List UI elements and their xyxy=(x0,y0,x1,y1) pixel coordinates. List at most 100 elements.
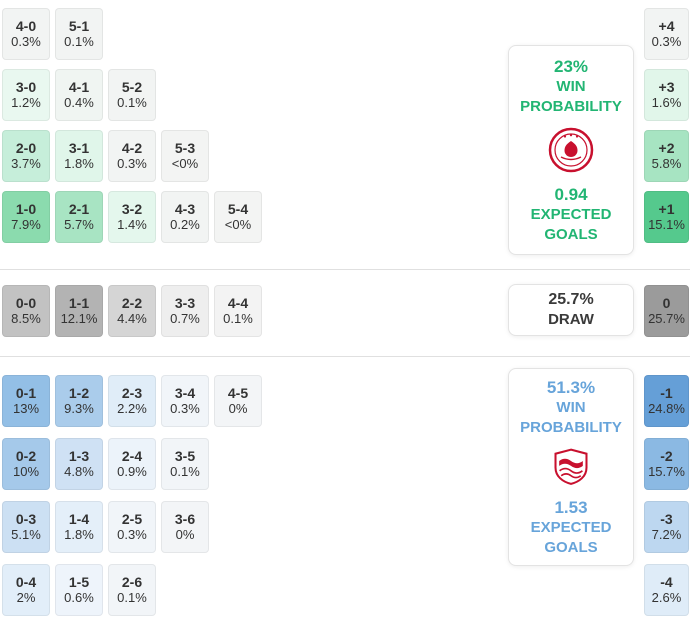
score-label: 5-1 xyxy=(68,17,90,34)
score-probability: 0.1% xyxy=(117,590,147,606)
goal-diff-label: +2 xyxy=(658,139,675,156)
score-cell-2-3: 2-3 2.2% xyxy=(108,375,156,427)
score-label: 2-0 xyxy=(15,139,37,156)
score-probability: 0.3% xyxy=(117,527,147,543)
score-probability: 3.7% xyxy=(11,156,41,172)
score-label: 2-3 xyxy=(121,384,143,401)
score-label: 2-4 xyxy=(121,447,143,464)
goal-diff-probability: 15.7% xyxy=(648,464,685,480)
home-team-logo xyxy=(548,127,594,173)
score-probability: 1.2% xyxy=(11,95,41,111)
draw-label: DRAW xyxy=(548,311,594,329)
score-cell-2-0: 2-0 3.7% xyxy=(2,130,50,182)
goal-diff-probability: 15.1% xyxy=(648,217,685,233)
score-label: 1-5 xyxy=(68,573,90,590)
score-probability: 0.3% xyxy=(170,401,200,417)
score-label: 1-2 xyxy=(68,384,90,401)
goal-diff-probability: 5.8% xyxy=(651,156,682,172)
score-cell-5-2: 5-2 0.1% xyxy=(108,69,156,121)
goal-diff-cell-plus3: +3 1.6% xyxy=(644,69,689,121)
score-cell-0-1: 0-1 13% xyxy=(2,375,50,427)
score-probability: 4.4% xyxy=(117,311,147,327)
score-label: 3-2 xyxy=(121,200,143,217)
score-label: 4-1 xyxy=(68,78,90,95)
score-cell-5-4: 5-4 <0% xyxy=(214,191,262,243)
score-probability: 0.6% xyxy=(64,590,94,606)
goal-diff-probability: 1.6% xyxy=(651,95,682,111)
draw-probability-value: 25.7% xyxy=(548,291,594,309)
score-probability: 7.9% xyxy=(11,217,41,233)
score-label: 1-4 xyxy=(68,510,90,527)
score-probability: 10% xyxy=(12,464,40,480)
score-label: 2-6 xyxy=(121,573,143,590)
score-cell-0-3: 0-3 5.1% xyxy=(2,501,50,553)
score-cell-3-1: 3-1 1.8% xyxy=(55,130,103,182)
score-probability: 0.9% xyxy=(117,464,147,480)
score-cell-1-0: 1-0 7.9% xyxy=(2,191,50,243)
score-label: 3-0 xyxy=(15,78,37,95)
score-cell-1-1: 1-1 12.1% xyxy=(55,285,103,337)
score-probability: 4.8% xyxy=(64,464,94,480)
goal-diff-cell-plus2: +2 5.8% xyxy=(644,130,689,182)
score-probability: 0.3% xyxy=(117,156,147,172)
score-cell-3-0: 3-0 1.2% xyxy=(2,69,50,121)
score-probability: 12.1% xyxy=(60,311,98,327)
score-probability: 8.5% xyxy=(11,311,41,327)
home-expected-goals-value: 0.94 xyxy=(554,185,588,204)
goal-diff-label: -3 xyxy=(660,510,673,527)
goal-diff-probability: 2.6% xyxy=(651,590,682,606)
away-win-panel: 51.3% WIN PROBABILITY 1.53 EXPECTED GOAL… xyxy=(508,368,634,566)
score-probability: 0.2% xyxy=(170,217,200,233)
score-label: 2-2 xyxy=(121,294,143,311)
score-label: 0-0 xyxy=(15,294,37,311)
goal-diff-label: +4 xyxy=(658,17,675,34)
goal-diff-probability: 25.7% xyxy=(648,311,685,327)
score-label: 5-2 xyxy=(121,78,143,95)
score-cell-3-5: 3-5 0.1% xyxy=(161,438,209,490)
draw-panel: 25.7% DRAW xyxy=(508,284,634,336)
score-label: 3-6 xyxy=(174,510,196,527)
score-cell-3-3: 3-3 0.7% xyxy=(161,285,209,337)
score-probability: <0% xyxy=(224,217,252,233)
score-cell-0-4: 0-4 2% xyxy=(2,564,50,616)
score-cell-3-6: 3-6 0% xyxy=(161,501,209,553)
score-cell-0-0: 0-0 8.5% xyxy=(2,285,50,337)
score-label: 0-4 xyxy=(15,573,37,590)
away-team-logo xyxy=(554,448,588,486)
score-probability: 5.7% xyxy=(64,217,94,233)
score-cell-2-4: 2-4 0.9% xyxy=(108,438,156,490)
score-label: 5-3 xyxy=(174,139,196,156)
score-probability: 13% xyxy=(12,401,40,417)
score-probability: 0% xyxy=(175,527,195,543)
score-cell-2-5: 2-5 0.3% xyxy=(108,501,156,553)
score-label: 3-4 xyxy=(174,384,196,401)
score-cell-3-2: 3-2 1.4% xyxy=(108,191,156,243)
score-label: 0-2 xyxy=(15,447,37,464)
score-probability: 0.1% xyxy=(223,311,253,327)
score-probability: 0.1% xyxy=(170,464,200,480)
score-cell-1-5: 1-5 0.6% xyxy=(55,564,103,616)
home-win-panel: 23% WIN PROBABILITY 0.94 EXPECTED GOALS xyxy=(508,45,634,255)
score-label: 4-2 xyxy=(121,139,143,156)
goal-diff-label: -1 xyxy=(660,384,673,401)
score-label: 5-4 xyxy=(227,200,249,217)
score-cell-4-3: 4-3 0.2% xyxy=(161,191,209,243)
score-label: 4-0 xyxy=(15,17,37,34)
goal-diff-probability: 7.2% xyxy=(651,527,682,543)
score-probability: 0.1% xyxy=(64,34,94,50)
score-label: 1-3 xyxy=(68,447,90,464)
goal-diff-probability: 0.3% xyxy=(651,34,682,50)
score-label: 3-1 xyxy=(68,139,90,156)
score-probability: 5.1% xyxy=(11,527,41,543)
goal-diff-cell-minus2: -2 15.7% xyxy=(644,438,689,490)
score-cell-2-2: 2-2 4.4% xyxy=(108,285,156,337)
away-expected-goals-value: 1.53 xyxy=(554,497,588,517)
home-win-probability-value: 23% xyxy=(553,56,589,76)
score-label: 1-0 xyxy=(15,200,37,217)
score-probability: 1.8% xyxy=(64,527,94,543)
goal-diff-label: +3 xyxy=(658,78,675,95)
away-win-probability-value: 51.3% xyxy=(546,378,596,397)
score-cell-2-6: 2-6 0.1% xyxy=(108,564,156,616)
score-cell-3-4: 3-4 0.3% xyxy=(161,375,209,427)
